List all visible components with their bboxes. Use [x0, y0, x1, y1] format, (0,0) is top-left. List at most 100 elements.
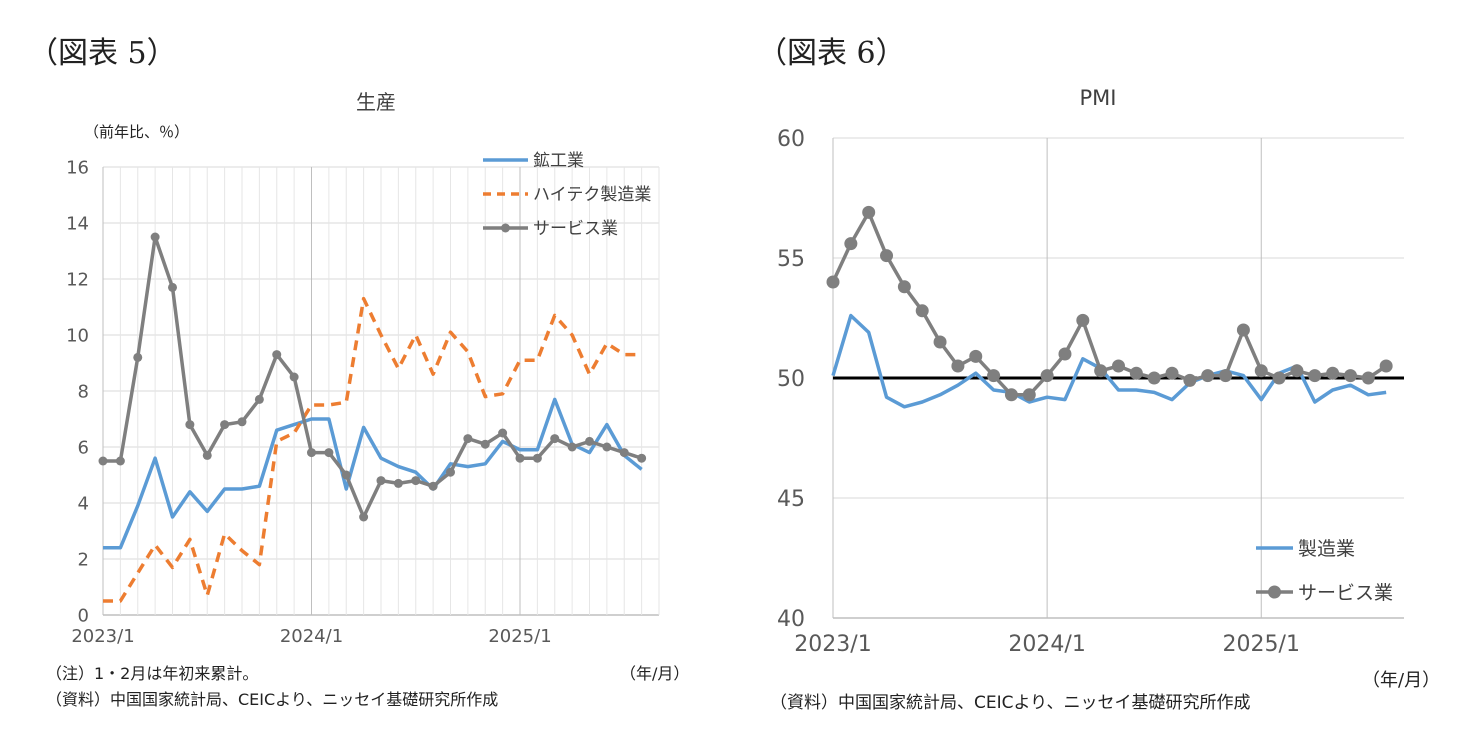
chart1-source: （資料）中国国家統計局、CEICより、ニッセイ基礎研究所作成 [46, 690, 499, 709]
chart2-series-point-1 [862, 205, 876, 219]
chart2-series-point-1 [1201, 369, 1215, 383]
chart1-series-point-2 [341, 470, 351, 480]
chart2-series-point-1 [1112, 359, 1125, 373]
chart2-ytick-label: 55 [777, 247, 805, 272]
chart2-series-point-1 [1129, 366, 1143, 380]
chart2-ytick-label: 45 [777, 487, 805, 512]
chart2-series-point-1 [1254, 364, 1268, 378]
chart1-ytick-label: 16 [66, 157, 89, 178]
chart1-series-point-2 [637, 453, 647, 463]
chart2-series-line-1 [831, 210, 1388, 397]
chart2-xtick-label: 2025/1 [1223, 632, 1300, 657]
chart2-series-point-1 [1058, 347, 1072, 361]
figure-5-label: （図表 5） [28, 36, 177, 71]
chart2-series-point-1 [933, 335, 947, 349]
chart1-series-point-2 [428, 481, 438, 491]
chart1-ytick-label: 0 [78, 605, 89, 626]
chart1-xtick-label: 2024/1 [280, 626, 343, 647]
chart2-xtick-label: 2023/1 [794, 632, 871, 657]
chart2-series-point-1 [915, 304, 929, 318]
chart1-series-point-2 [602, 442, 612, 452]
chart2-legend-marker-1 [1268, 585, 1281, 599]
chart2-series-point-1 [844, 237, 858, 251]
chart2-xunit-label: （年/月） [1362, 670, 1441, 691]
chart1-series-line-0 [103, 397, 643, 550]
chart1-ytick-label: 8 [78, 381, 89, 402]
chart2-series-point-1 [951, 359, 965, 373]
chart1-series-point-2 [393, 478, 403, 488]
chart2-series-point-1 [1379, 359, 1393, 373]
chart1-ytick-label: 2 [78, 549, 89, 570]
chart2-xtick-label: 2024/1 [1008, 632, 1085, 657]
chart1-series-point-2 [202, 450, 212, 460]
chart2-series-point-1 [1076, 313, 1090, 327]
chart2-ytick-label: 40 [777, 607, 805, 632]
chart2-series-point-1 [1343, 369, 1357, 383]
chart2-series-point-1 [1094, 364, 1108, 378]
chart2-legend-label-0: 製造業 [1298, 538, 1355, 560]
chart1-series-point-2 [307, 448, 316, 458]
chart2-series-point-1 [1308, 369, 1322, 383]
chart1-series-point-2 [254, 394, 264, 404]
chart2-series-point-1 [880, 249, 894, 263]
chart1-series-point-2 [168, 282, 177, 292]
chart1-series-point-2 [185, 420, 195, 430]
chart1-title: 生産 [356, 90, 396, 114]
chart1-series-point-2 [446, 467, 455, 477]
chart1-ytick-label: 14 [66, 213, 89, 234]
chart1-series-point-2 [411, 476, 421, 486]
chart2-series-point-1 [1147, 371, 1161, 385]
chart1-series-point-2 [376, 476, 386, 486]
chart1-xunit-label: （年/月） [620, 664, 690, 683]
chart1-series-point-2 [498, 428, 508, 438]
chart1-series-point-2 [359, 512, 369, 522]
chart2-series-point-1 [1290, 364, 1304, 378]
chart1-series-point-2 [480, 439, 490, 449]
chart1-series-point-2 [272, 350, 282, 360]
chart2-series-point-1 [987, 369, 1001, 383]
chart2-source: （資料）中国国家統計局、CEICより、ニッセイ基礎研究所作成 [770, 693, 1251, 713]
chart2-legend-label-1: サービス業 [1298, 582, 1393, 604]
chart1-series-point-2 [150, 232, 160, 242]
chart2-series-point-1 [1183, 373, 1197, 387]
chart2-series-point-1 [1361, 371, 1375, 385]
chart1-series-point-2 [133, 352, 143, 362]
chart1-ytick-label: 4 [78, 493, 89, 514]
chart2-series-point-1 [1165, 366, 1179, 380]
chart2-title: PMI [1079, 86, 1117, 110]
figure-6-label: （図表 6） [757, 36, 906, 71]
chart1-ytick-label: 12 [66, 269, 89, 290]
chart1-series-point-2 [289, 372, 299, 382]
chart1-legend-label-2: サービス業 [533, 219, 618, 239]
chart1-series-point-2 [220, 420, 230, 430]
chart1-series-point-2 [515, 453, 525, 463]
chart2-series-point-1 [1219, 369, 1233, 383]
chart2-series-point-1 [969, 349, 983, 363]
chart1-legend-label-0: 鉱工業 [533, 151, 584, 171]
chart1-xtick-label: 2023/1 [71, 626, 134, 647]
chart2-series-point-1 [897, 280, 911, 294]
chart1-series-point-2 [237, 417, 247, 427]
chart1-series-point-2 [550, 434, 560, 444]
chart2-series-point-1 [1022, 388, 1036, 402]
chart1-series-point-2 [324, 448, 334, 458]
chart1-series-point-2 [532, 453, 542, 463]
chart2-series-point-1 [1004, 388, 1018, 402]
chart1-xtick-label: 2025/1 [488, 626, 551, 647]
chart2-ytick-label: 50 [777, 367, 805, 392]
chart1-series-point-2 [463, 434, 473, 444]
chart2-series-point-1 [1326, 366, 1340, 380]
chart1-series-line-1 [103, 296, 642, 603]
chart1-series-point-2 [567, 442, 577, 452]
chart2-series-point-1 [826, 275, 840, 289]
chart1-legend-label-1: ハイテク製造業 [533, 185, 651, 205]
chart2-series-point-1 [1272, 371, 1286, 385]
chart1-unit-label: （前年比、％） [84, 123, 190, 141]
chart1-series-point-2 [98, 456, 108, 466]
chart1-series-point-2 [115, 456, 125, 466]
chart1-ytick-label: 6 [78, 437, 89, 458]
chart2-ytick-label: 60 [777, 127, 805, 152]
chart2-series-line-0 [831, 313, 1387, 409]
